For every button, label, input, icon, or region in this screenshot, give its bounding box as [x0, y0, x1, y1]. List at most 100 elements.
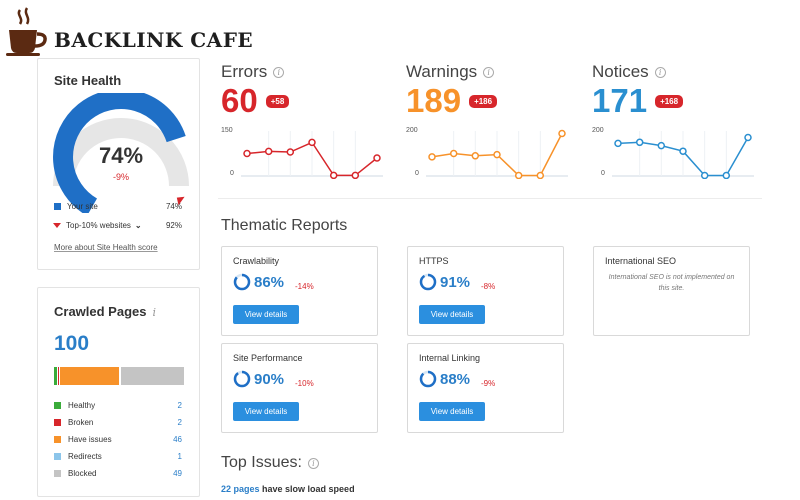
info-icon[interactable]: i	[483, 66, 495, 78]
site-health-more-link[interactable]: More about Site Health score	[54, 243, 158, 252]
stat-value: 171	[592, 82, 648, 119]
stat-value: 60	[221, 82, 258, 119]
thematic-reports-title: Thematic Reports	[221, 217, 348, 234]
bar-segment-blocked	[120, 367, 184, 385]
sparkline-point	[679, 147, 687, 155]
stat-value: 189	[406, 82, 462, 119]
issue-text: have slow load speed	[259, 484, 355, 494]
top10-marker-icon	[176, 196, 185, 206]
crawled-row-value[interactable]: 1	[177, 452, 182, 461]
sparkline-errors	[241, 131, 383, 179]
crawled-row[interactable]: Broken 2	[54, 418, 182, 427]
report-card-internal-linking: Internal Linking 88% -9% View details	[407, 343, 564, 433]
stat-warnings[interactable]: Warnings i 189 +186	[406, 62, 498, 119]
report-name: Internal Linking	[419, 353, 481, 363]
site-health-score: 74%	[99, 143, 143, 168]
info-icon[interactable]: i	[654, 66, 666, 78]
report-percent: 88%	[440, 371, 471, 388]
info-icon[interactable]: i	[152, 306, 157, 319]
stat-badge: +168	[655, 94, 684, 108]
site-health-gauge: 74% -9%	[53, 93, 189, 213]
crawled-pages-header: Crawled Pages i	[54, 304, 156, 319]
sparkline-point	[657, 141, 666, 150]
sparkline-notices	[612, 131, 754, 179]
sparkline-point	[264, 147, 273, 156]
legend-value: 74%	[165, 202, 182, 211]
site-health-card: Site Health 74% -9% Your site 74% Top-10…	[37, 58, 200, 270]
top10-triangle-icon	[53, 223, 61, 228]
legend-label: Top-10% websites	[66, 221, 131, 230]
stat-badge: +58	[265, 94, 290, 108]
legend-label: Your site	[67, 202, 98, 211]
crawled-row[interactable]: Blocked 49	[54, 469, 182, 478]
crawled-row-value[interactable]: 2	[177, 401, 182, 410]
view-details-button[interactable]: View details	[233, 305, 299, 324]
progress-ring-icon	[419, 273, 437, 291]
sparkline-point	[700, 171, 709, 179]
report-card-site-performance: Site Performance 90% -10% View details	[221, 343, 378, 433]
legend-top10[interactable]: Top-10% websites ⌄ 92%	[53, 221, 182, 230]
brand-logo[interactable]: BACKLINK CAFE	[6, 4, 253, 56]
top-issues-header: Top Issues: i	[221, 454, 319, 472]
bar-segment-healthy	[54, 367, 57, 385]
crawled-row[interactable]: Healthy 2	[54, 401, 182, 410]
report-name: International SEO	[605, 256, 677, 266]
report-delta: -8%	[481, 282, 496, 291]
sparkline-point	[558, 129, 566, 138]
y-axis-min: 0	[601, 170, 605, 177]
report-delta: -10%	[295, 379, 314, 388]
sparkline-point	[308, 138, 316, 147]
swatch	[54, 453, 61, 460]
report-percent: 90%	[254, 371, 285, 388]
crawled-pages-title: Crawled Pages	[54, 304, 147, 319]
bar-segment-have-issues	[59, 367, 119, 385]
swatch	[54, 436, 61, 443]
sparkline-point	[351, 171, 360, 179]
crawled-pages-count: 100	[54, 332, 90, 355]
report-name: Crawlability	[233, 256, 280, 266]
stat-notices[interactable]: Notices i 171 +168	[592, 62, 684, 119]
view-details-button[interactable]: View details	[419, 305, 485, 324]
view-details-button[interactable]: View details	[419, 402, 485, 421]
y-axis-min: 0	[230, 170, 234, 177]
stat-errors[interactable]: Errors i 60 +58	[221, 62, 290, 119]
report-name: HTTPS	[419, 256, 449, 266]
sparkline-point	[449, 149, 458, 158]
report-percent: 91%	[440, 274, 471, 291]
view-details-button[interactable]: View details	[233, 402, 299, 421]
bar-segment-broken	[56, 367, 60, 385]
info-icon[interactable]: i	[307, 457, 319, 469]
sparkline-point	[286, 148, 295, 156]
crawled-row-label: Healthy	[68, 401, 96, 410]
y-axis-max: 150	[221, 127, 233, 134]
progress-ring-icon	[419, 370, 437, 388]
sparkline-point	[373, 154, 381, 162]
progress-ring-icon	[233, 273, 251, 291]
report-delta: -9%	[481, 379, 496, 388]
crawled-row[interactable]: Redirects 1	[54, 452, 182, 461]
y-axis-max: 200	[592, 127, 604, 134]
crawled-row-label: Redirects	[68, 452, 102, 461]
info-icon[interactable]: i	[273, 66, 285, 78]
stat-label: Notices	[592, 62, 649, 81]
crawled-row-label: Broken	[68, 418, 94, 427]
report-note: International SEO is not implemented on …	[608, 274, 735, 292]
stat-label: Warnings	[406, 62, 478, 81]
sparkline-point	[744, 133, 752, 142]
crawled-row-value[interactable]: 46	[173, 435, 182, 444]
crawled-row-value[interactable]: 2	[177, 418, 182, 427]
crawled-row-value[interactable]: 49	[173, 469, 182, 478]
sparkline-point	[614, 139, 622, 148]
sparkline-point	[493, 150, 501, 159]
stat-label: Errors	[221, 62, 268, 81]
progress-ring-icon	[233, 370, 251, 388]
section-divider	[218, 198, 762, 199]
chevron-down-icon[interactable]: ⌄	[134, 221, 142, 230]
sparkline-point	[428, 153, 436, 161]
sparkline-point	[722, 171, 731, 179]
top-issues-title: Top Issues:	[221, 454, 302, 471]
brand-name: BACKLINK CAFE	[54, 28, 254, 52]
issue-link[interactable]: 22 pages	[221, 484, 260, 494]
crawled-row[interactable]: Have issues 46	[54, 435, 182, 444]
crawled-pages-bar	[54, 367, 184, 385]
